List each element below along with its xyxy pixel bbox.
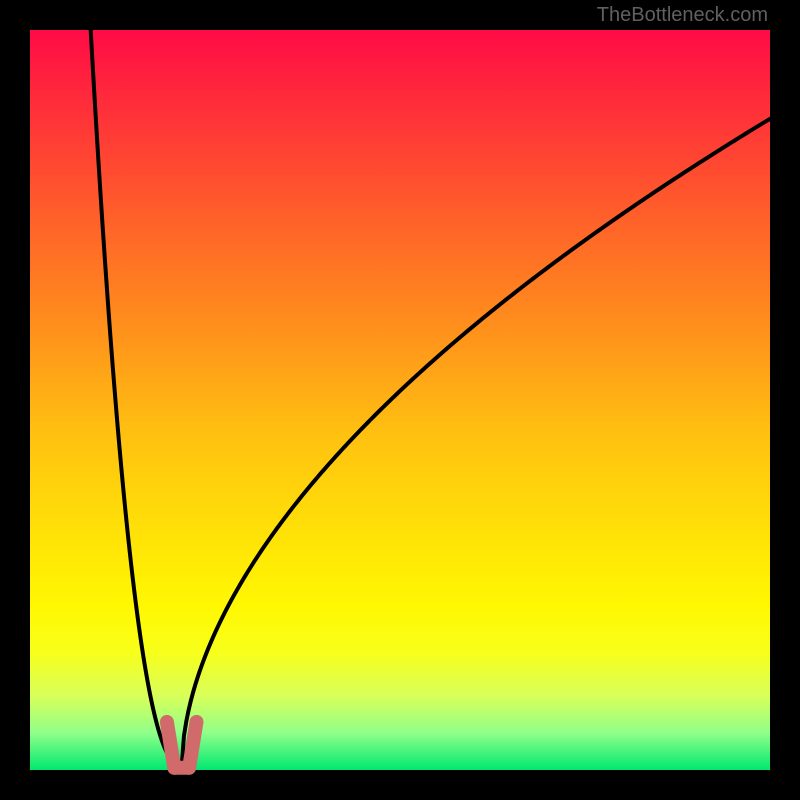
gradient-panel <box>30 30 770 770</box>
chart-stage: TheBottleneck.com <box>0 0 800 800</box>
attribution-text: TheBottleneck.com <box>597 4 768 27</box>
